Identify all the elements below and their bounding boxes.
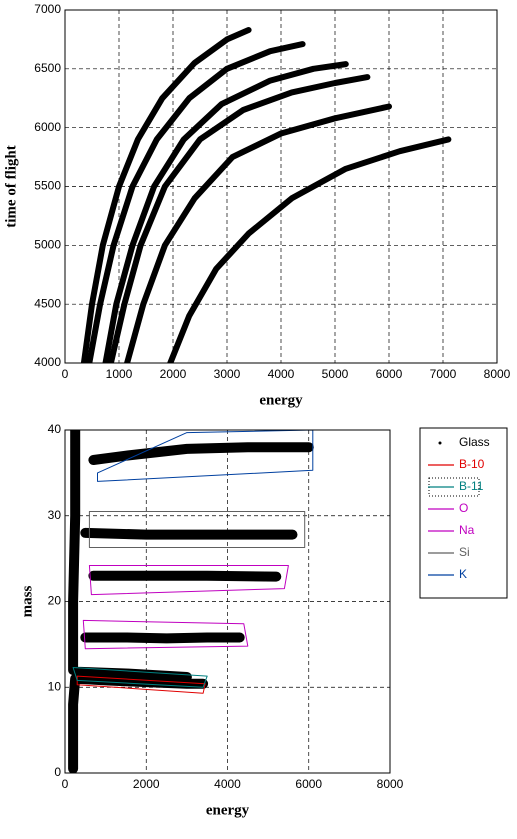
y-tick-label: 6500: [34, 61, 61, 75]
point-band: [167, 136, 452, 363]
y-tick-label: 6000: [34, 120, 61, 134]
y-axis-title: mass: [19, 586, 35, 618]
x-tick-label: 1000: [106, 367, 133, 381]
y-tick-label: 10: [48, 679, 62, 693]
y-tick-label: 40: [48, 422, 62, 436]
gate-polygon: [88, 511, 306, 548]
point-band: [86, 41, 306, 363]
gate-polygon: [88, 565, 289, 596]
legend-marker: [438, 441, 442, 445]
x-tick-label: 2000: [133, 777, 160, 791]
legend-label: B-11: [459, 479, 484, 493]
x-tick-label: 6000: [376, 367, 403, 381]
plot-frame: [64, 9, 498, 364]
x-tick-label: 3000: [214, 367, 241, 381]
y-tick-label: 7000: [34, 2, 61, 16]
gate-polygon: [76, 675, 206, 694]
y-tick-label: 5500: [34, 179, 61, 193]
point-band: [68, 430, 314, 773]
x-tick-label: 4000: [214, 777, 241, 791]
x-tick-label: 6000: [295, 777, 322, 791]
y-tick-label: 5000: [34, 238, 61, 252]
point-band: [102, 61, 349, 363]
legend-label: O: [459, 501, 468, 515]
legend-label: B-10: [459, 457, 485, 471]
x-tick-label: 7000: [430, 367, 457, 381]
x-tick-label: 2000: [160, 367, 187, 381]
y-tick-label: 4000: [34, 355, 61, 369]
legend-label: K: [459, 567, 467, 581]
x-tick-label: 0: [62, 367, 69, 381]
x-tick-label: 0: [62, 777, 69, 791]
gate-polygon: [72, 667, 208, 688]
x-tick-label: 8000: [484, 367, 511, 381]
gate-polygon: [82, 619, 249, 650]
y-axis-title: time of flight: [3, 145, 19, 227]
x-axis-title: energy: [206, 802, 250, 818]
y-tick-label: 4500: [34, 296, 61, 310]
point-band: [80, 27, 252, 363]
gate-polygon: [97, 430, 314, 482]
y-tick-label: 0: [54, 765, 61, 779]
legend-label: Na: [459, 523, 475, 537]
legend-box: [419, 427, 508, 599]
legend-label: Si: [459, 545, 470, 559]
point-band: [107, 74, 371, 363]
x-tick-label: 8000: [377, 777, 404, 791]
y-tick-label: 30: [48, 508, 62, 522]
x-tick-label: 5000: [322, 367, 349, 381]
x-axis-title: energy: [259, 392, 303, 408]
point-band: [124, 103, 392, 363]
y-tick-label: 20: [48, 594, 62, 608]
plot-frame: [64, 429, 391, 774]
x-tick-label: 4000: [268, 367, 295, 381]
legend-label: Glass: [459, 435, 490, 449]
